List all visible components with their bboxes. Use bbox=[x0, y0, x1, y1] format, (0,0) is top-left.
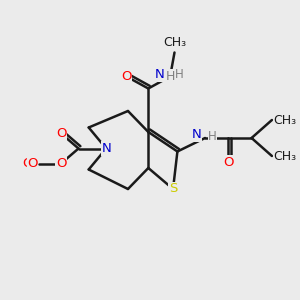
Text: CH₃: CH₃ bbox=[273, 149, 296, 163]
Text: N: N bbox=[155, 68, 165, 82]
Text: CH₃: CH₃ bbox=[273, 113, 296, 127]
Text: S: S bbox=[169, 182, 177, 196]
Text: O: O bbox=[27, 157, 38, 170]
Text: O: O bbox=[121, 70, 132, 83]
Text: H: H bbox=[165, 70, 175, 83]
Text: CH₃: CH₃ bbox=[163, 37, 186, 50]
Text: H: H bbox=[176, 68, 184, 82]
Text: O: O bbox=[56, 127, 66, 140]
Text: O: O bbox=[27, 157, 38, 170]
Text: H: H bbox=[208, 130, 217, 143]
Text: O: O bbox=[22, 157, 33, 170]
Text: O: O bbox=[56, 157, 66, 170]
Text: N: N bbox=[192, 128, 202, 142]
Text: N: N bbox=[101, 142, 111, 155]
Text: O: O bbox=[223, 155, 233, 169]
